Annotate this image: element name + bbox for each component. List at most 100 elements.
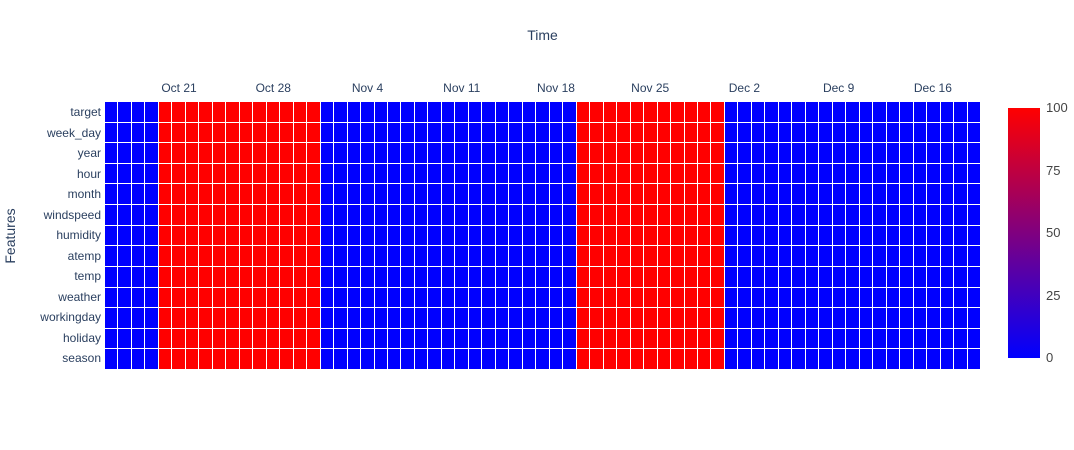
heatmap-cell xyxy=(711,163,724,184)
heatmap-cell xyxy=(563,122,576,143)
heatmap-cell xyxy=(751,328,765,349)
y-tick-label-year: year xyxy=(77,146,101,161)
heatmap-cell xyxy=(873,184,886,205)
heatmap-cell xyxy=(212,122,226,143)
heatmap-cell xyxy=(967,205,980,225)
heatmap-cell xyxy=(940,184,954,205)
heatmap-cell xyxy=(954,184,967,205)
heatmap-cell xyxy=(172,143,185,163)
heatmap-cell xyxy=(697,102,711,122)
heatmap-cell xyxy=(280,225,293,246)
heatmap-cell xyxy=(846,308,859,328)
heatmap-cell xyxy=(778,349,792,369)
heatmap-cell xyxy=(374,266,387,287)
heatmap-cell xyxy=(724,143,738,163)
heatmap-cell xyxy=(724,163,738,184)
heatmap-cell xyxy=(212,225,226,246)
heatmap-cell xyxy=(967,328,980,349)
heatmap-cell xyxy=(549,246,563,266)
heatmap-cell xyxy=(253,349,266,369)
heatmap-cell xyxy=(401,328,414,349)
heatmap-cell xyxy=(967,349,980,369)
heatmap-cell xyxy=(468,349,482,369)
x-tick-label: Dec 16 xyxy=(913,81,952,95)
heatmap-cell xyxy=(832,143,846,163)
heatmap-cell xyxy=(293,266,307,287)
heatmap-cell xyxy=(590,122,603,143)
heatmap-cell xyxy=(590,349,603,369)
heatmap-cell xyxy=(105,287,118,308)
heatmap-cell xyxy=(105,102,118,122)
heatmap-cell xyxy=(657,143,671,163)
heatmap-cell xyxy=(913,246,927,266)
heatmap-cell xyxy=(846,225,859,246)
heatmap-cell xyxy=(266,266,280,287)
heatmap-cell xyxy=(954,246,967,266)
heatmap-cell xyxy=(630,349,644,369)
heatmap-cell xyxy=(563,287,576,308)
heatmap-cell xyxy=(185,143,199,163)
heatmap-cell xyxy=(671,246,684,266)
heatmap-cell xyxy=(495,122,509,143)
heatmap-cell xyxy=(293,184,307,205)
heatmap-cell xyxy=(509,184,522,205)
heatmap-cell xyxy=(172,246,185,266)
heatmap-cell xyxy=(266,205,280,225)
heatmap-cell xyxy=(832,205,846,225)
heatmap-cell xyxy=(832,349,846,369)
heatmap-plot-area[interactable] xyxy=(105,102,980,369)
heatmap-cell xyxy=(778,184,792,205)
heatmap-cell xyxy=(603,287,617,308)
heatmap-cell xyxy=(900,246,913,266)
heatmap-cell xyxy=(927,184,940,205)
heatmap-cell xyxy=(697,184,711,205)
heatmap-cell xyxy=(266,122,280,143)
heatmap-cell xyxy=(657,328,671,349)
heatmap-cell xyxy=(630,122,644,143)
heatmap-cell xyxy=(280,287,293,308)
heatmap-cell xyxy=(468,163,482,184)
heatmap-cell xyxy=(145,122,158,143)
heatmap-cell xyxy=(576,349,590,369)
heatmap-cell xyxy=(253,266,266,287)
heatmap-cell xyxy=(158,102,172,122)
heatmap-cell xyxy=(428,287,441,308)
heatmap-cell xyxy=(940,308,954,328)
heatmap-cell xyxy=(428,349,441,369)
heatmap-cell xyxy=(172,102,185,122)
heatmap-cell xyxy=(253,122,266,143)
heatmap-cell xyxy=(172,266,185,287)
heatmap-cell xyxy=(239,205,253,225)
y-tick-label-weather: weather xyxy=(58,289,101,304)
heatmap-cell xyxy=(414,225,428,246)
colorbar-tick-label: 25 xyxy=(1046,287,1061,303)
heatmap-cell xyxy=(428,163,441,184)
heatmap-cell xyxy=(495,205,509,225)
heatmap-cell xyxy=(401,308,414,328)
heatmap-cell xyxy=(792,287,805,308)
heatmap-cell xyxy=(913,349,927,369)
heatmap-cell xyxy=(536,308,549,328)
heatmap-cell xyxy=(671,287,684,308)
heatmap-cell xyxy=(266,349,280,369)
heatmap-cell xyxy=(954,266,967,287)
heatmap-cell xyxy=(603,163,617,184)
heatmap-cell xyxy=(819,246,832,266)
heatmap-cell xyxy=(644,287,657,308)
heatmap-cell xyxy=(307,163,320,184)
heatmap-cell xyxy=(724,328,738,349)
heatmap-cell xyxy=(563,266,576,287)
heatmap-cell xyxy=(697,205,711,225)
heatmap-cell xyxy=(468,308,482,328)
heatmap-cell xyxy=(846,205,859,225)
heatmap-cell xyxy=(388,102,401,122)
heatmap-cell xyxy=(603,308,617,328)
heatmap-cell xyxy=(482,122,495,143)
heatmap-cell xyxy=(644,328,657,349)
heatmap-cell xyxy=(751,163,765,184)
heatmap-cell xyxy=(482,163,495,184)
heatmap-cell xyxy=(131,163,145,184)
heatmap-cell xyxy=(873,308,886,328)
heatmap-cell xyxy=(293,143,307,163)
